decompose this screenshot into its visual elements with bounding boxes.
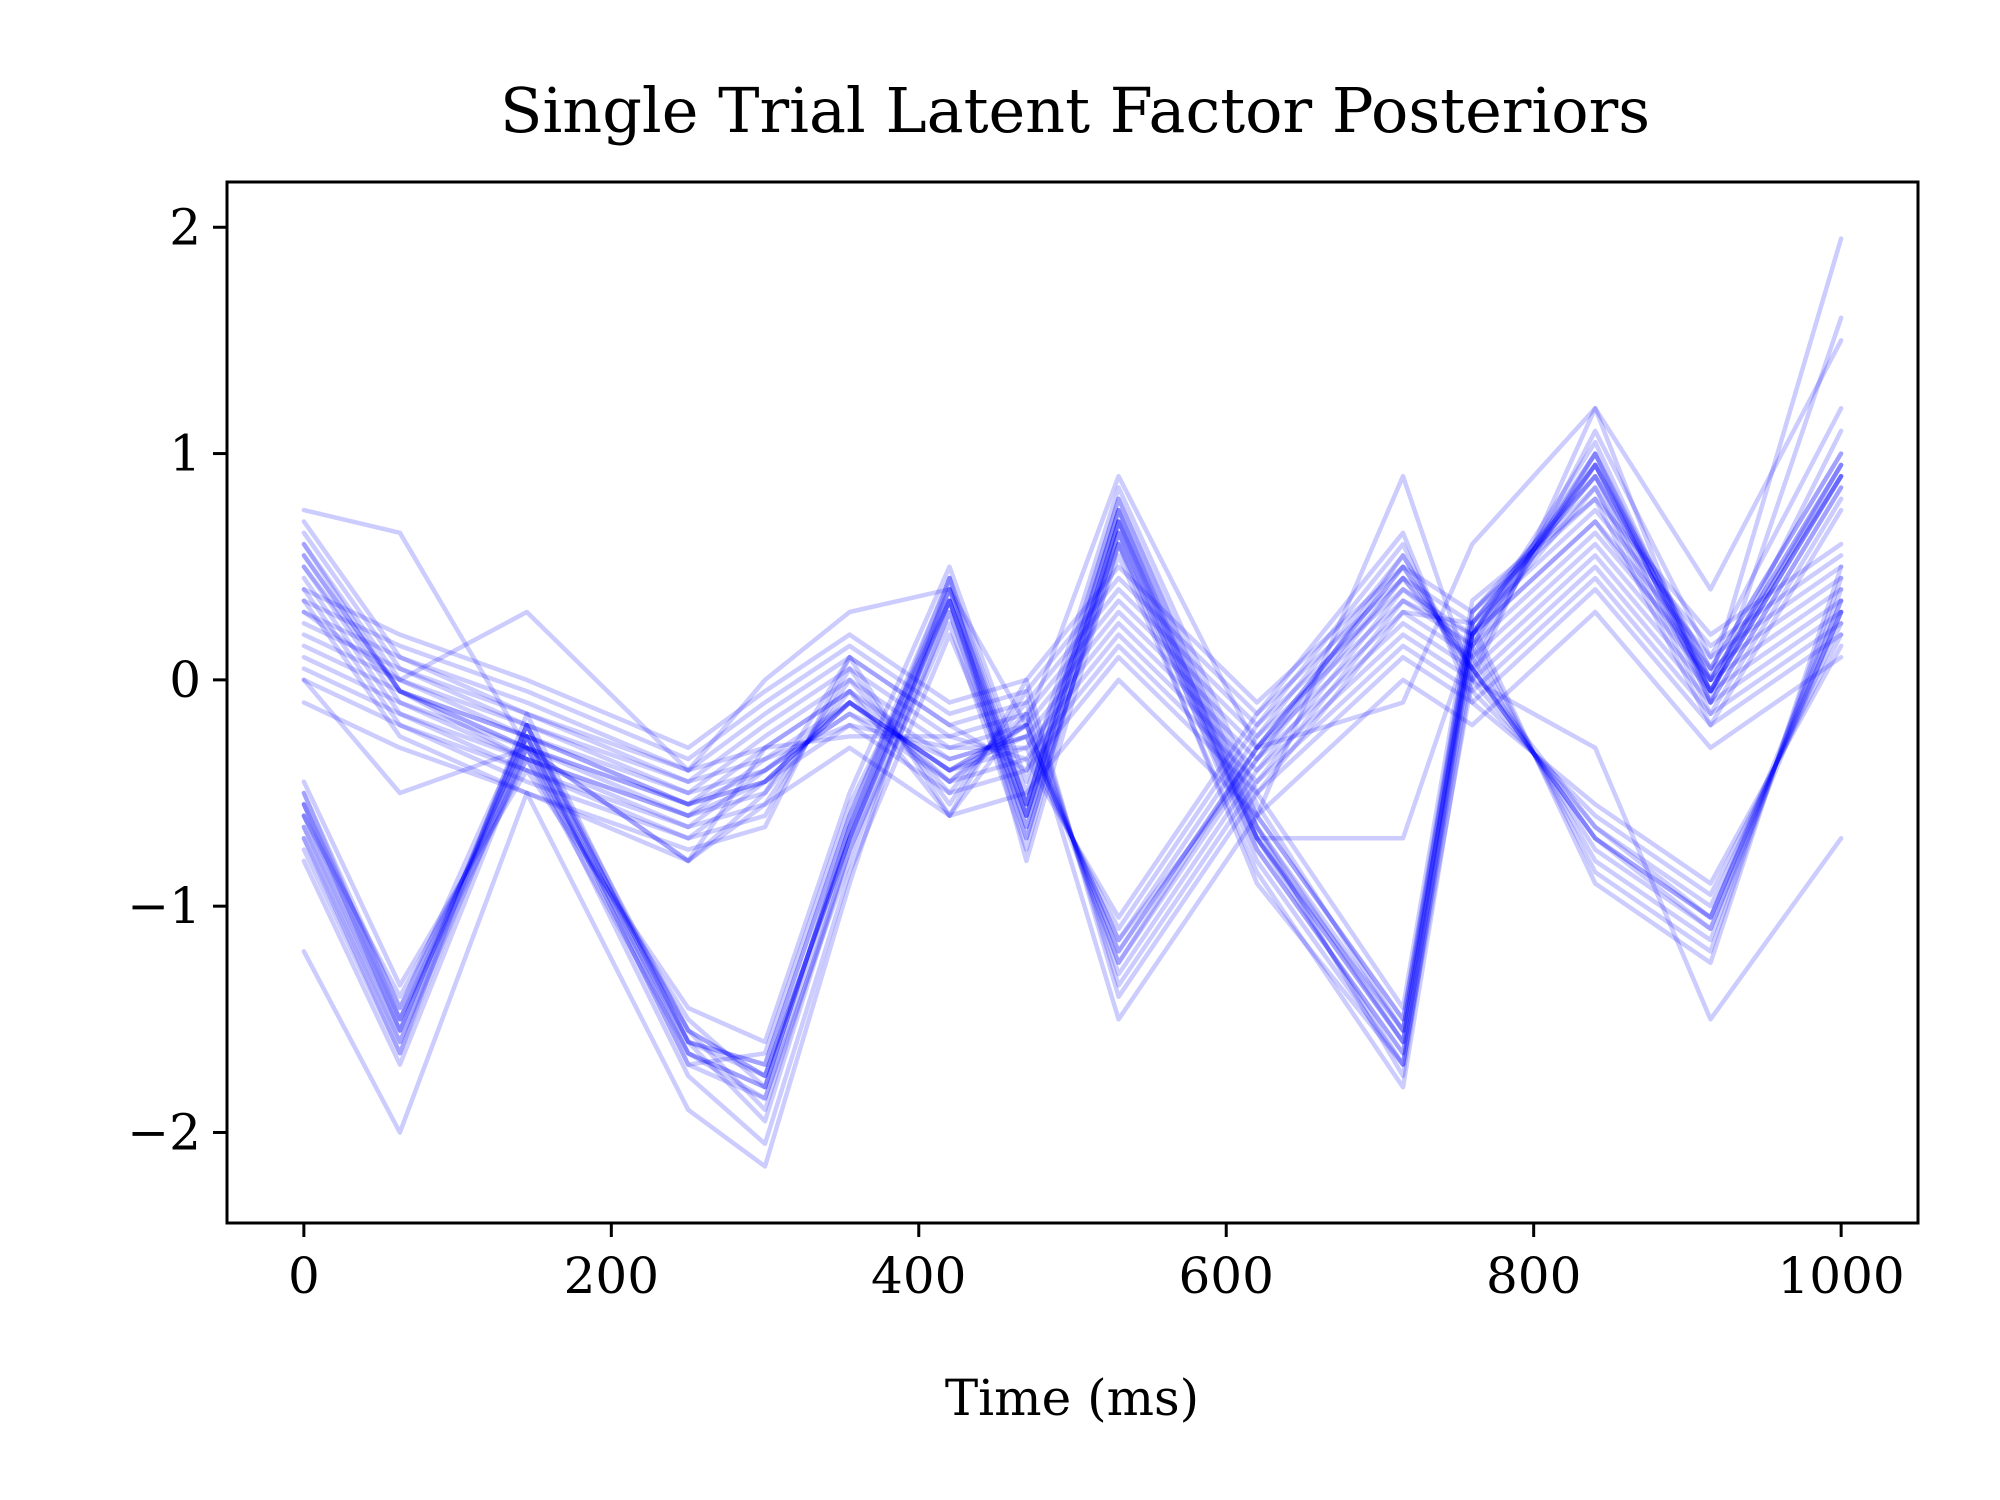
series-line-37 (301, 553, 1844, 807)
series-line-11 (301, 462, 1844, 1090)
series-line-28 (301, 541, 1844, 943)
series-line-18 (301, 564, 1844, 966)
y-tick-label: 2 (169, 198, 201, 256)
y-tick-label: −1 (127, 877, 201, 935)
series-line-39 (301, 236, 1844, 864)
series-line-22 (301, 575, 1844, 988)
series-line-10 (301, 473, 1844, 1079)
series-line-2 (301, 473, 1844, 1067)
x-axis-label: Time (ms) (945, 1369, 1199, 1427)
series-line-1 (301, 462, 1844, 1079)
series-line-21 (301, 530, 1844, 932)
series-line-27 (301, 564, 1844, 966)
chart-title: Single Trial Latent Factor Posteriors (500, 74, 1650, 147)
x-tick-label: 200 (564, 1247, 659, 1305)
series-line-34 (301, 507, 1844, 762)
series-line-8 (301, 406, 1844, 1147)
x-tick-label: 0 (288, 1247, 320, 1305)
series-line-29 (301, 519, 1844, 773)
series-line-26 (301, 553, 1844, 954)
series-line-6 (301, 428, 1844, 1124)
series-line-35 (301, 609, 1844, 864)
series-line-30 (301, 541, 1844, 796)
series-line-7 (301, 485, 1844, 1045)
y-tick-label: 1 (169, 425, 201, 483)
series-line-4 (301, 485, 1844, 1090)
x-tick-label: 600 (1179, 1247, 1274, 1305)
series-line-13 (301, 451, 1844, 1067)
series-line-38 (301, 575, 1844, 830)
series-line-19 (301, 541, 1844, 943)
x-tick-label: 1000 (1778, 1247, 1905, 1305)
series-lines (301, 236, 1844, 1169)
series-line-20 (301, 575, 1844, 977)
series-line-40 (301, 338, 1844, 773)
x-tick-label: 800 (1486, 1247, 1581, 1305)
series-line-23 (301, 519, 1844, 920)
series-line-24 (301, 564, 1844, 999)
series-line-16 (301, 451, 1844, 1079)
series-line-25 (301, 473, 1844, 1022)
series-line-17 (301, 553, 1844, 954)
series-line-32 (301, 564, 1844, 818)
plot-frame (225, 180, 1920, 1225)
series-line-5 (301, 451, 1844, 1067)
y-tick-label: 0 (169, 651, 201, 709)
series-line-9 (301, 315, 1844, 1169)
series-line-15 (301, 462, 1844, 1090)
series-line-36 (301, 530, 1844, 784)
y-axis: 2 1 0 −1 −2 (127, 198, 227, 1161)
x-axis: 0 200 400 600 800 1000 (288, 1223, 1905, 1305)
x-tick-label: 400 (871, 1247, 966, 1305)
series-line-3 (301, 451, 1844, 1101)
series-line-31 (301, 496, 1844, 751)
series-line-14 (301, 473, 1844, 1101)
series-line-12 (301, 451, 1844, 1113)
y-tick-label: −2 (127, 1103, 201, 1161)
series-line-33 (301, 587, 1844, 841)
